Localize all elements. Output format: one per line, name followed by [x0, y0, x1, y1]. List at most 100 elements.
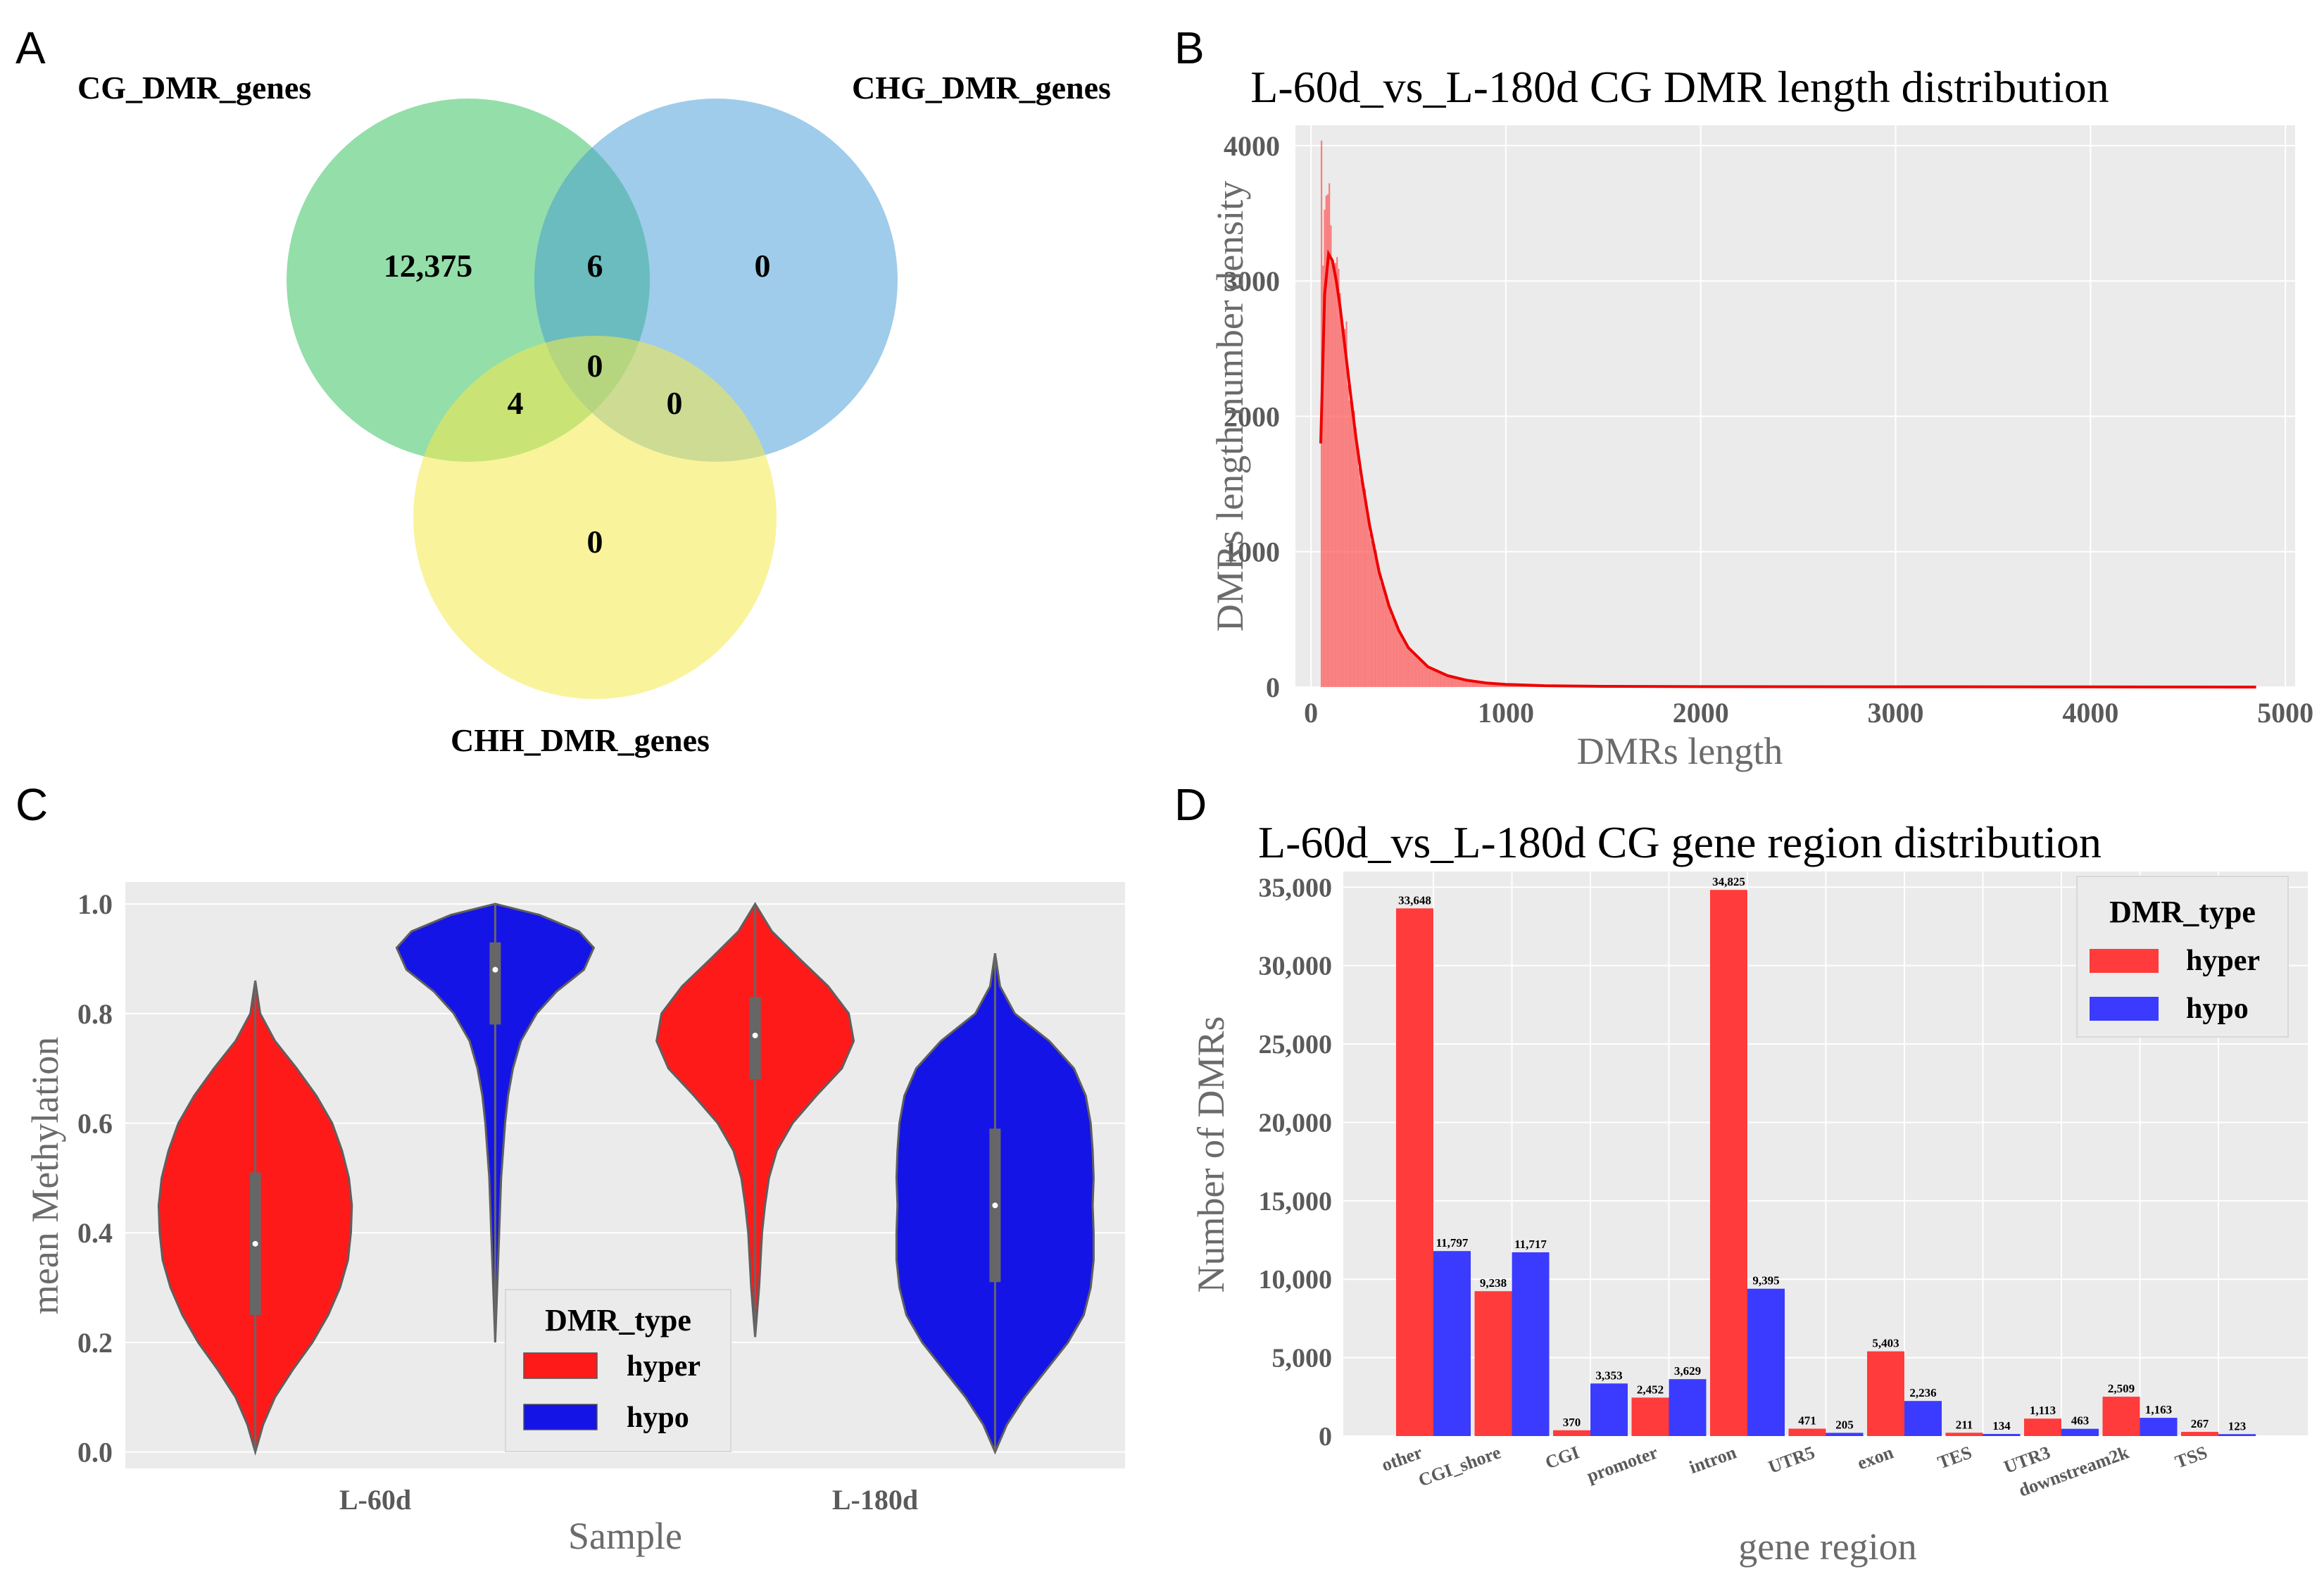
hist-bar	[1409, 649, 1412, 687]
panel-d: D L-60d_vs_L-180d CG gene region distrib…	[1174, 779, 2308, 1568]
hist-bar	[1417, 655, 1419, 687]
venn-set-label-chh: CHH_DMR_genes	[451, 722, 710, 758]
hist-y-tick-label: 2000	[1224, 401, 1280, 432]
bar-value-label: 3,629	[1674, 1364, 1701, 1378]
bar-value-label: 2,509	[2108, 1382, 2135, 1395]
bar-hyper-other	[1396, 908, 1433, 1436]
hist-bar	[1339, 293, 1341, 688]
hist-bar	[1395, 622, 1397, 687]
violin-median-dot	[252, 1240, 258, 1247]
hist-bar	[1378, 574, 1381, 687]
hist-bar	[1416, 655, 1418, 687]
bar-hyper-intron	[1710, 890, 1747, 1436]
bar-value-label: 11,797	[1436, 1236, 1469, 1250]
hist-y-tick-label: 4000	[1224, 130, 1280, 162]
hist-x-tick-label: 0	[1304, 697, 1318, 729]
bar-x-tick-label: exon	[1854, 1442, 1896, 1473]
hist-bar	[1367, 520, 1369, 687]
hist-bar	[1501, 684, 1504, 687]
bar-value-label: 370	[1563, 1416, 1581, 1429]
hist-bar	[1469, 680, 1471, 687]
hist-bar	[1330, 225, 1332, 687]
hist-bar	[1420, 660, 1422, 687]
hist-bar	[1386, 594, 1388, 687]
panel-a: A CG_DMR_genes CHG_DMR_genes CHH_DMR_gen…	[15, 23, 1111, 758]
violin-y-label: mean Methylation	[24, 1037, 66, 1314]
hist-bar	[1383, 588, 1385, 687]
venn-count-cg-chg: 6	[587, 248, 603, 284]
hist-bar	[1411, 652, 1413, 687]
hist-bar	[1358, 467, 1360, 687]
venn-count-cg-chh: 4	[508, 385, 524, 421]
hist-bar	[1442, 674, 1444, 687]
hist-bar	[1428, 666, 1430, 687]
violin-x-label: Sample	[568, 1515, 682, 1557]
bar-hypo-intron	[1747, 1288, 1785, 1436]
hist-bar	[1421, 662, 1424, 687]
violin-x-ticks: L-60d L-180d	[339, 1484, 918, 1516]
histogram-bars	[1320, 140, 2174, 688]
hist-bar	[1495, 684, 1497, 687]
hist-x-tick-label: 5000	[2257, 697, 2313, 729]
hist-bar	[1324, 209, 1326, 688]
hist-bar	[1338, 268, 1340, 687]
hist-bar	[1350, 404, 1352, 687]
hist-bar	[1479, 682, 1482, 687]
hist-y-tick-label: 0	[1266, 672, 1280, 703]
bar-hypo-exon	[1904, 1401, 1942, 1436]
panel-letter-c: C	[15, 779, 48, 830]
violin-median-dot	[752, 1032, 758, 1038]
bar-hypo-promoter	[1669, 1379, 1707, 1436]
bar-x-tick-label: promoter	[1584, 1442, 1661, 1486]
bar-value-label: 34,825	[1712, 875, 1745, 888]
histogram-title: L-60d_vs_L-180d CG DMR length distributi…	[1250, 62, 2109, 112]
bar-hypo-UTR5	[1826, 1433, 1864, 1436]
hist-bar	[1369, 534, 1371, 687]
hist-x-tick-label: 2000	[1673, 697, 1729, 729]
hist-bar	[1443, 674, 1446, 687]
bar-value-label: 1,163	[2145, 1403, 2172, 1416]
bar-hyper-CGI_shore	[1474, 1291, 1512, 1436]
panel-letter-d: D	[1174, 779, 1207, 830]
hist-bar	[1326, 194, 1329, 687]
hist-bar	[1374, 544, 1376, 687]
bar-hypo-TES	[1983, 1434, 2021, 1436]
hist-bar	[1457, 678, 1460, 687]
hist-bar	[1439, 671, 1441, 687]
hist-bar	[1455, 678, 1457, 687]
bar-legend-swatch-hyper	[2090, 949, 2159, 973]
hist-bar	[1344, 329, 1346, 687]
violin-legend-swatch-hypo	[523, 1404, 598, 1430]
panel-c: C 0.00.20.40.60.81.0 L-60d L-180d Sample …	[15, 779, 1125, 1557]
bar-legend-label-hyper: hyper	[2186, 945, 2260, 977]
hist-bar	[1461, 679, 1463, 687]
hist-bar	[1453, 677, 1455, 687]
hist-bar	[1475, 681, 1477, 687]
bar-y-ticks: 0 5,000 10,000 15,000 20,000 25,000 30,000 35,0…	[1259, 873, 1333, 1452]
bar-value-label: 5,403	[1872, 1337, 1899, 1350]
bar-y-tick-label: 25,000	[1259, 1030, 1333, 1059]
histogram-density-curve	[1319, 249, 2256, 688]
bar-value-label: 123	[2228, 1419, 2247, 1433]
hist-bar	[1425, 665, 1427, 687]
hist-bar	[1493, 684, 1495, 687]
hist-bar	[1473, 681, 1476, 687]
bar-hypo-CGI_shore	[1512, 1252, 1550, 1436]
violin-y-tick-label: 0.6	[77, 1108, 113, 1140]
bar-x-tick-label: CGI_shore	[1416, 1442, 1504, 1490]
bar-hypo-UTR3	[2061, 1428, 2099, 1436]
hist-bar	[1403, 641, 1405, 687]
bar-y-tick-label: 0	[1319, 1422, 1332, 1452]
hist-bar	[1355, 427, 1357, 687]
venn-set-label-cg: CG_DMR_genes	[77, 70, 311, 106]
bar-hypo-other	[1433, 1251, 1471, 1436]
hist-bar	[1436, 671, 1438, 687]
violin-y-ticks: 0.0 0.2 0.4 0.6 0.8 1.0	[77, 888, 113, 1468]
hist-bar	[1345, 321, 1348, 687]
violin-legend-label-hypo: hypo	[627, 1402, 689, 1434]
bar-y-tick-label: 30,000	[1259, 952, 1333, 981]
panel-b: B L-60d_vs_L-180d CG DMR length distribu…	[1174, 23, 2313, 772]
bar-value-label: 463	[2071, 1414, 2090, 1428]
violin-legend: DMR_type hyper hypo	[505, 1289, 731, 1452]
violin-shapes	[157, 902, 1095, 1456]
